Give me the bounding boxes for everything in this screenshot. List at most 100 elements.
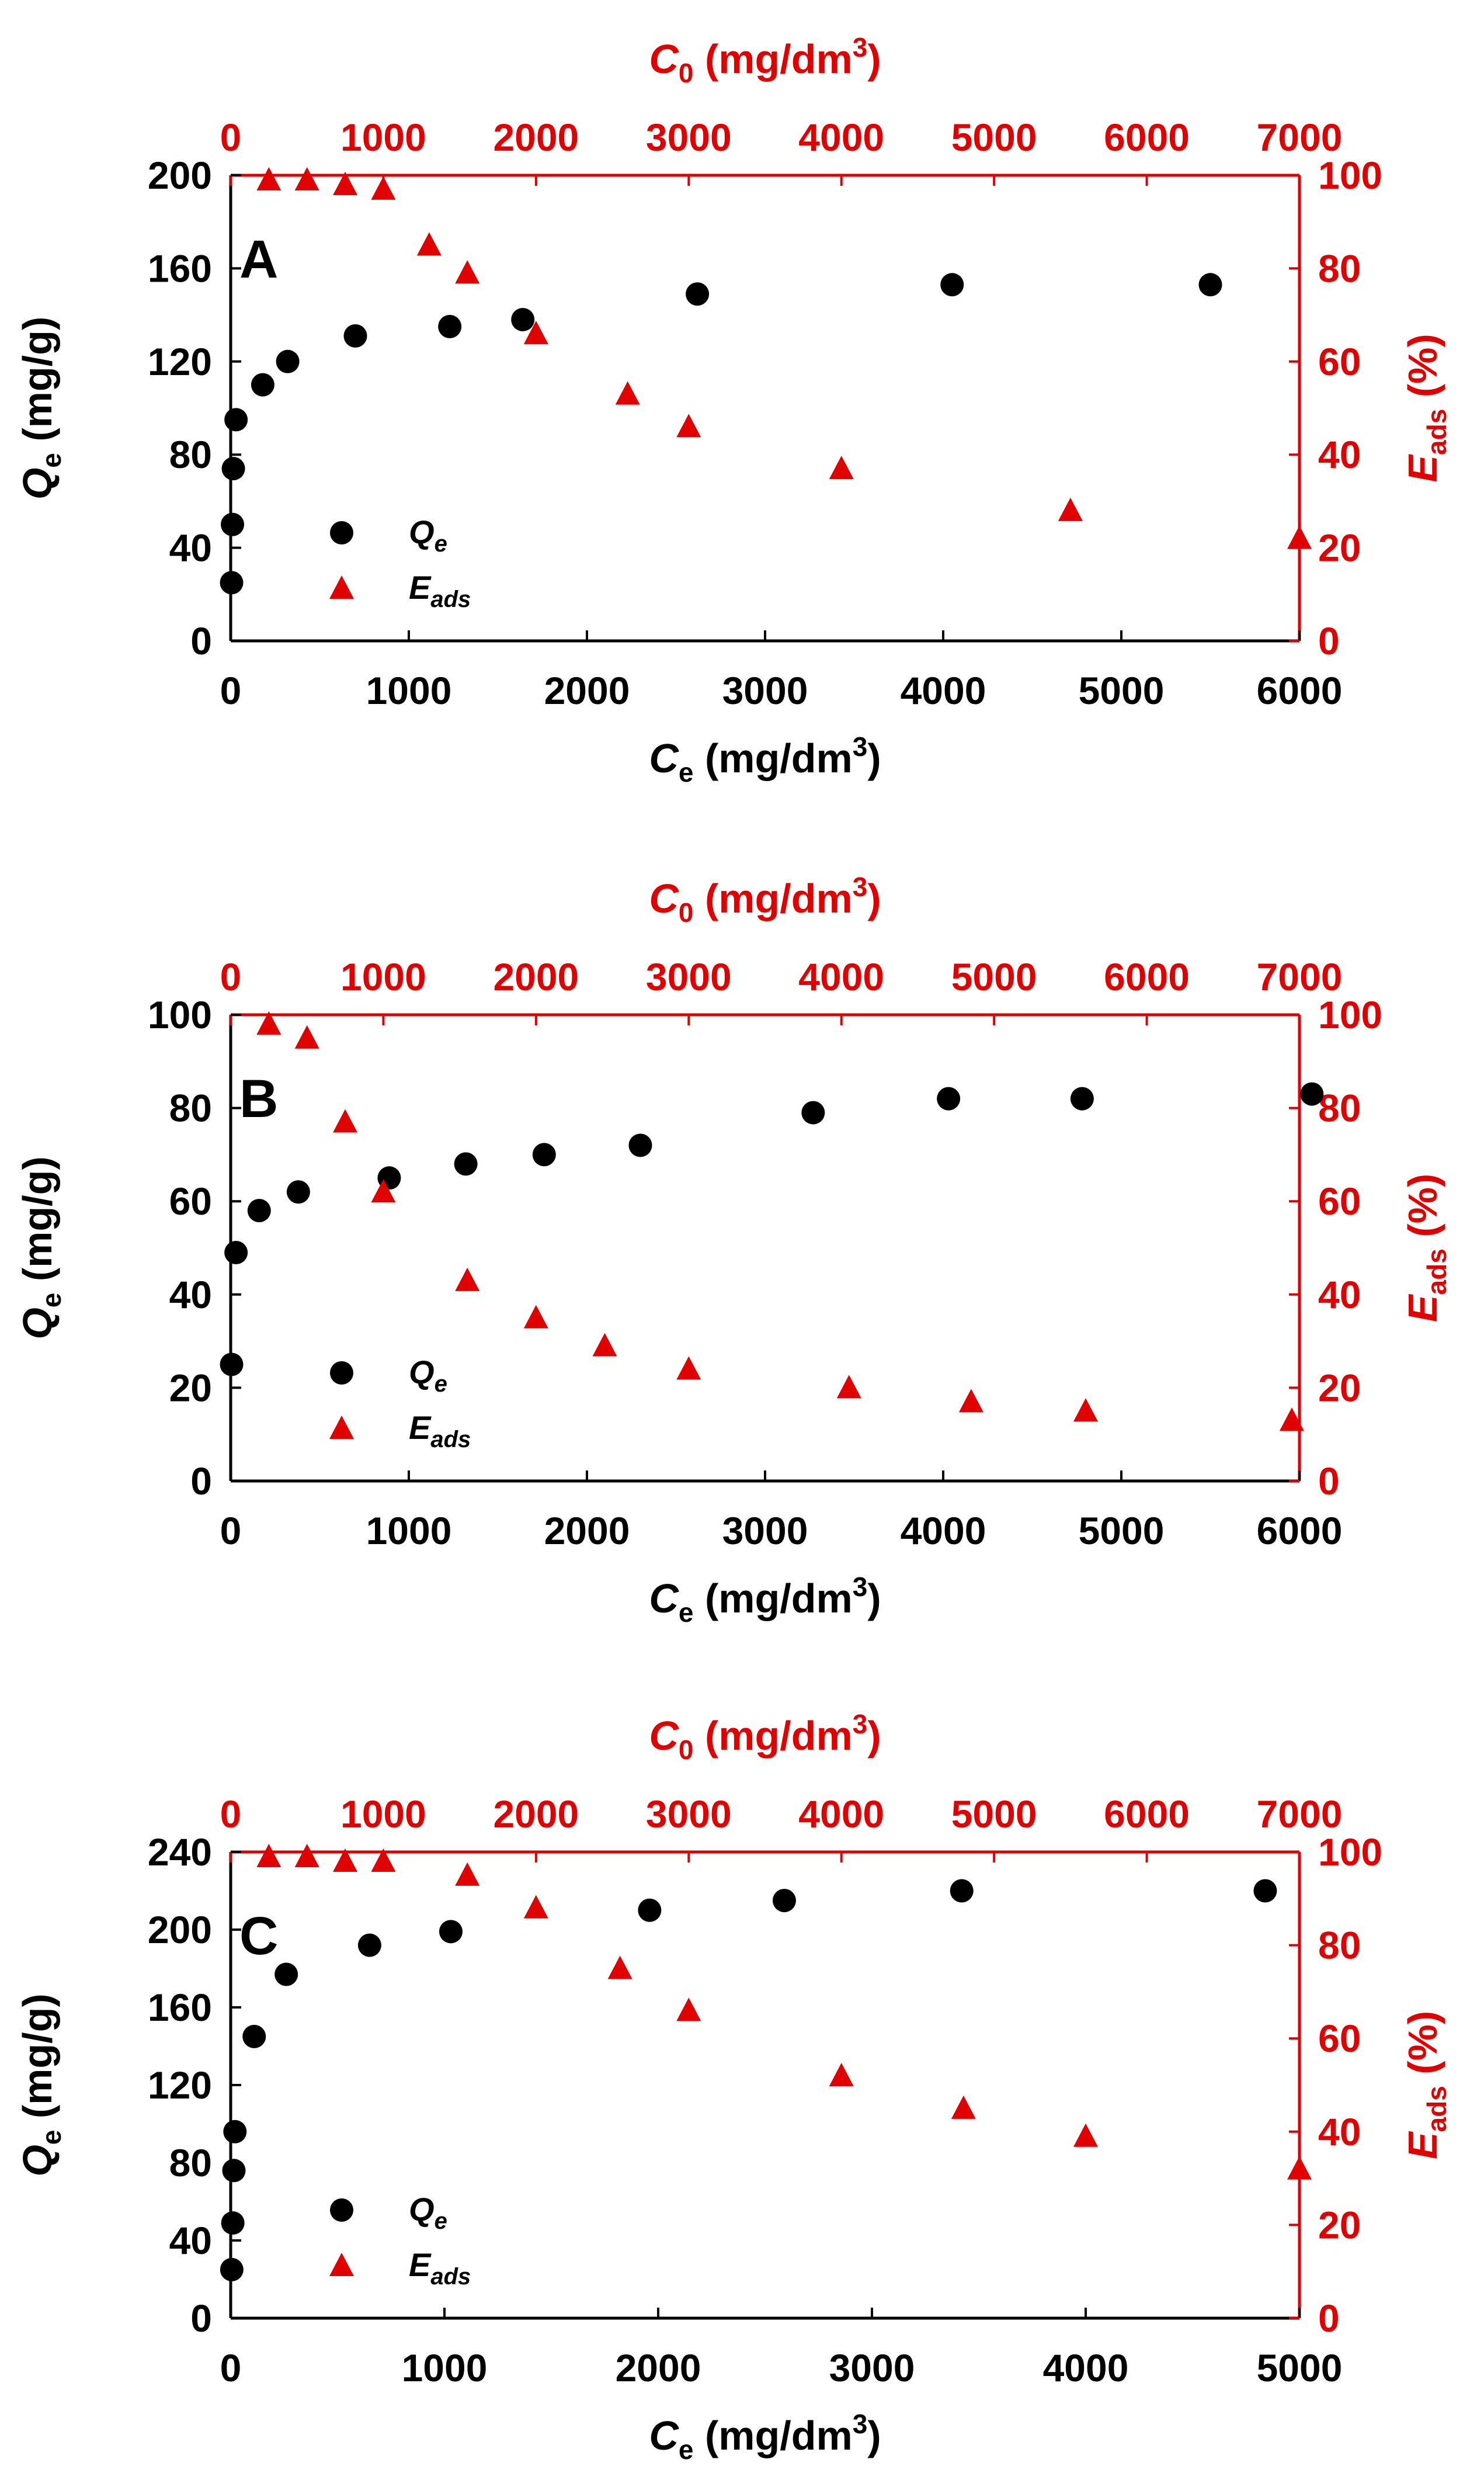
bottom-axis-title: Ce (mg/dm3) bbox=[649, 731, 881, 788]
eads-point bbox=[455, 1267, 480, 1291]
x-bottom-tick-label: 4000 bbox=[901, 669, 986, 712]
x-bottom-tick-label: 3000 bbox=[722, 1509, 808, 1552]
x-top-tick-label: 5000 bbox=[951, 116, 1037, 159]
y-left-tick-label: 160 bbox=[148, 1986, 212, 2029]
x-bottom-tick-label: 3000 bbox=[829, 2346, 915, 2389]
eads-point bbox=[371, 1848, 396, 1872]
x-top-tick-label: 1000 bbox=[340, 955, 426, 998]
y-left-tick-label: 60 bbox=[169, 1180, 212, 1223]
qe-point bbox=[247, 1199, 271, 1223]
eads-point bbox=[256, 1011, 281, 1035]
x-top-tick-label: 1000 bbox=[340, 1792, 426, 1836]
eads-point bbox=[455, 1862, 480, 1886]
legend-qe-label: Qe bbox=[409, 2191, 447, 2234]
x-bottom-tick-label: 0 bbox=[220, 1509, 242, 1552]
x-top-tick-label: 6000 bbox=[1104, 116, 1190, 159]
qe-point bbox=[1198, 273, 1222, 297]
qe-point bbox=[357, 1933, 381, 1957]
x-bottom-tick-label: 4000 bbox=[1043, 2346, 1129, 2389]
y-right-tick-label: 60 bbox=[1318, 340, 1361, 383]
eads-point bbox=[371, 176, 396, 200]
eads-point bbox=[1279, 1407, 1304, 1431]
qe-point bbox=[286, 1180, 310, 1204]
eads-point bbox=[615, 381, 640, 405]
x-top-tick-label: 4000 bbox=[798, 1792, 884, 1836]
y-left-tick-label: 80 bbox=[169, 433, 212, 476]
y-left-tick-label: 80 bbox=[169, 1087, 212, 1130]
legend-qe-marker bbox=[330, 521, 353, 544]
eads-point bbox=[676, 1997, 701, 2021]
qe-point bbox=[638, 1898, 662, 1922]
x-top-tick-label: 0 bbox=[220, 1792, 242, 1836]
x-bottom-tick-label: 3000 bbox=[722, 669, 808, 712]
y-right-tick-label: 20 bbox=[1318, 2203, 1361, 2246]
x-bottom-tick-label: 0 bbox=[220, 2346, 242, 2389]
y-right-tick-label: 80 bbox=[1318, 247, 1361, 290]
top-axis-title: C0 (mg/dm3) bbox=[649, 1709, 881, 1765]
y-left-tick-label: 120 bbox=[148, 340, 212, 383]
qe-point bbox=[220, 1352, 244, 1376]
x-top-tick-label: 7000 bbox=[1257, 955, 1343, 998]
y-right-tick-label: 0 bbox=[1318, 2297, 1340, 2340]
x-top-tick-label: 6000 bbox=[1104, 955, 1190, 998]
y-left-tick-label: 120 bbox=[148, 2063, 212, 2107]
x-top-tick-label: 5000 bbox=[951, 955, 1037, 998]
eads-point bbox=[523, 1895, 548, 1919]
bottom-axis-title: Ce (mg/dm3) bbox=[649, 2409, 881, 2465]
y-right-tick-label: 60 bbox=[1318, 2017, 1361, 2060]
eads-point bbox=[676, 1356, 701, 1380]
qe-point bbox=[224, 1240, 248, 1264]
eads-point bbox=[523, 320, 548, 344]
x-top-tick-label: 1000 bbox=[340, 116, 426, 159]
x-top-tick-label: 3000 bbox=[646, 1792, 732, 1836]
panel-label: A bbox=[239, 230, 278, 289]
eads-point bbox=[294, 167, 319, 190]
y-right-tick-label: 100 bbox=[1318, 154, 1382, 197]
legend: Qe Eads bbox=[329, 1354, 471, 1452]
eads-point bbox=[256, 1843, 281, 1867]
qe-point bbox=[940, 273, 964, 297]
legend-eads-marker bbox=[329, 575, 354, 599]
qe-point bbox=[223, 2120, 247, 2143]
qe-point bbox=[937, 1087, 961, 1111]
top-axis-title: C0 (mg/dm3) bbox=[649, 872, 881, 928]
y-left-tick-label: 160 bbox=[148, 247, 212, 290]
x-top-tick-label: 2000 bbox=[493, 1792, 579, 1836]
eads-point bbox=[416, 232, 442, 256]
y-left-tick-label: 0 bbox=[190, 2297, 212, 2340]
x-top-tick-label: 2000 bbox=[493, 116, 579, 159]
legend-qe-label: Qe bbox=[409, 514, 447, 557]
y-left-tick-label: 200 bbox=[148, 1908, 212, 1951]
eads-point bbox=[836, 1375, 861, 1399]
y-left-tick-label: 20 bbox=[169, 1366, 212, 1409]
y-left-tick-label: 0 bbox=[190, 1459, 212, 1503]
eads-point bbox=[333, 171, 358, 195]
qe-point bbox=[274, 1962, 298, 1986]
eads-point bbox=[829, 456, 854, 480]
x-bottom-tick-label: 2000 bbox=[544, 1509, 630, 1552]
x-bottom-tick-label: 1000 bbox=[366, 1509, 452, 1552]
left-axis-title: Qe (mg/g) bbox=[15, 1156, 67, 1339]
qe-point bbox=[532, 1143, 556, 1167]
qe-point bbox=[276, 349, 300, 373]
y-right-tick-label: 80 bbox=[1318, 1924, 1361, 1967]
y-left-tick-label: 0 bbox=[190, 619, 212, 662]
y-right-tick-label: 20 bbox=[1318, 526, 1361, 570]
x-bottom-tick-label: 6000 bbox=[1257, 669, 1343, 712]
y-right-tick-label: 60 bbox=[1318, 1180, 1361, 1223]
x-bottom-tick-label: 2000 bbox=[544, 669, 630, 712]
qe-point bbox=[343, 324, 367, 348]
eads-point bbox=[333, 1109, 358, 1133]
qe-point bbox=[772, 1889, 796, 1913]
right-axis-title: Eads (%) bbox=[1400, 1174, 1452, 1322]
legend-eads-label: Eads bbox=[409, 1409, 471, 1452]
qe-point bbox=[220, 2257, 244, 2281]
eads-point bbox=[1287, 525, 1312, 549]
qe-point bbox=[454, 1152, 478, 1176]
qe-point bbox=[686, 282, 710, 306]
x-top-tick-label: 7000 bbox=[1257, 116, 1343, 159]
x-top-tick-label: 6000 bbox=[1104, 1792, 1190, 1836]
qe-point bbox=[1253, 1879, 1277, 1903]
eads-point bbox=[333, 1848, 358, 1872]
